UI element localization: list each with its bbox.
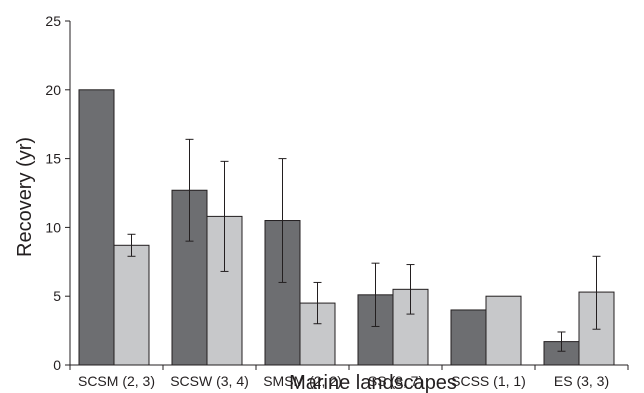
x-category-label: SMSM (2, 2)	[263, 373, 342, 389]
y-tick-label: 5	[53, 288, 61, 304]
x-axis-title: Marine landscapes	[289, 372, 457, 393]
x-category-label: SCSM (2, 3)	[78, 373, 155, 389]
bar-series-1	[450, 309, 487, 366]
bar-series-2	[299, 302, 336, 366]
y-axis-ticks: 0 5 10 15 20 25	[45, 13, 70, 373]
x-category-label: SCSW (3, 4)	[170, 373, 249, 389]
x-category-label: ES (3, 3)	[554, 373, 609, 389]
y-tick-label: 15	[45, 151, 61, 167]
y-tick-label: 0	[53, 357, 61, 373]
x-category-label: SS (8, 7)	[368, 373, 423, 389]
x-axis-category-labels: SCSM (2, 3) SCSW (3, 4) SMSM (2, 2) SS (8, …	[69, 365, 629, 389]
bar-series-2	[113, 244, 150, 366]
x-category-label: SCSS (1, 1)	[451, 373, 526, 389]
bars-layer	[78, 89, 615, 366]
y-tick-label: 20	[45, 82, 61, 98]
bar-series-2	[485, 295, 522, 366]
y-axis-title: Recovery (yr)	[14, 137, 36, 257]
bar-series-1	[78, 89, 115, 366]
y-tick-label: 25	[45, 13, 61, 29]
error-bars-layer	[127, 138, 601, 352]
y-tick-label: 10	[45, 219, 61, 235]
